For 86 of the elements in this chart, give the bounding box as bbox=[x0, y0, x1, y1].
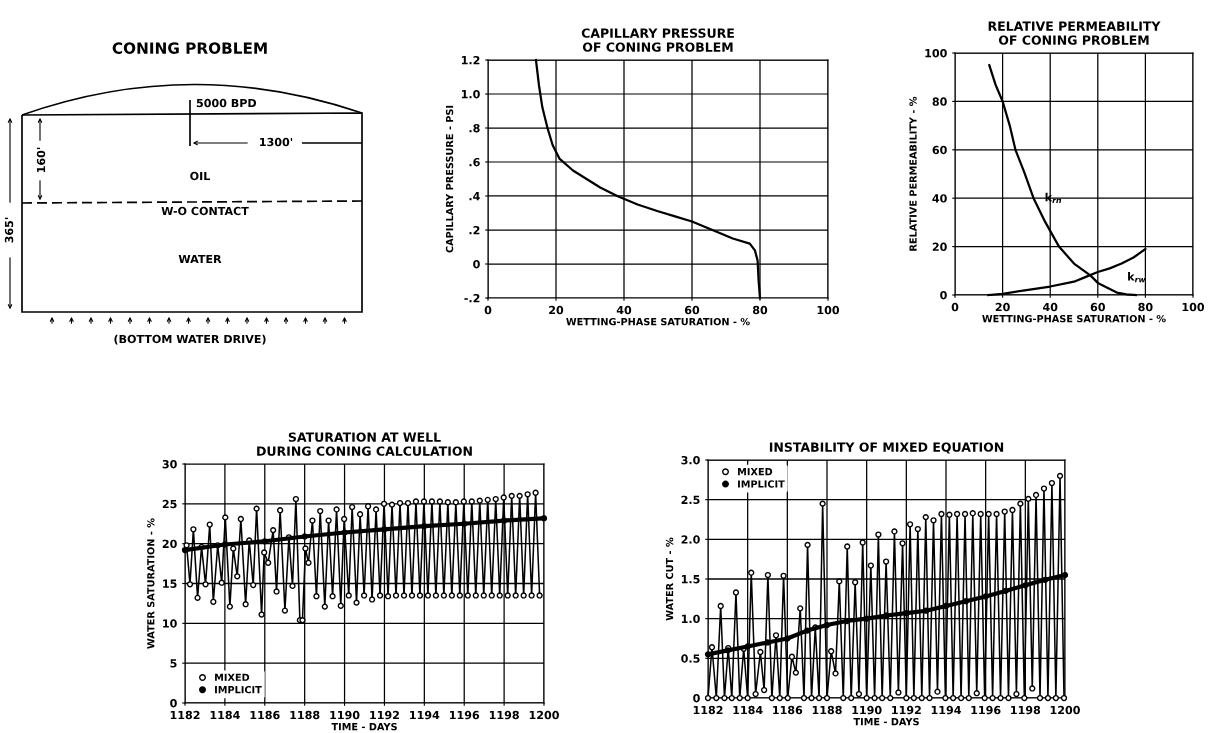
y-tick-label: 60 bbox=[932, 145, 947, 155]
x-axis-title: WETTING-PHASE SATURATION - % bbox=[982, 314, 1166, 323]
x-tick-label: 20 bbox=[995, 302, 1010, 312]
x-tick-label: 1182 bbox=[170, 710, 200, 720]
text: 1300' bbox=[260, 137, 293, 147]
text: CONING PROBLEM bbox=[112, 42, 267, 54]
x-tick-label: 1192 bbox=[370, 710, 399, 720]
series-label: k$_{rn}$ bbox=[1045, 192, 1062, 204]
x-tick-label: 20 bbox=[549, 305, 564, 315]
y-tick-label: 20 bbox=[932, 242, 947, 251]
y-tick-label: 0 bbox=[170, 698, 177, 708]
x-tick-label: 1198 bbox=[1011, 705, 1041, 715]
y-tick-label: 80 bbox=[932, 97, 947, 106]
x-tick-label: 1190 bbox=[852, 705, 882, 715]
legend-label: MIXED bbox=[215, 673, 250, 681]
y-tick-label: 0.5 bbox=[681, 654, 700, 663]
x-tick-label: 1188 bbox=[290, 710, 320, 720]
y-axis-title: RELATIVE PERMEABILITY - % bbox=[909, 96, 917, 251]
x-tick-label: 60 bbox=[1090, 302, 1105, 312]
y-tick-label: 0 bbox=[940, 290, 947, 300]
text: 365' bbox=[4, 217, 14, 243]
y-tick-label: 40 bbox=[932, 194, 947, 203]
y-tick-label: 0 bbox=[693, 693, 700, 703]
x-axis-title: WETTING-PHASE SATURATION - % bbox=[566, 317, 750, 326]
x-tick-label: 1182 bbox=[693, 705, 723, 715]
x-tick-label: 1188 bbox=[812, 705, 842, 715]
y-tick-label: 10 bbox=[163, 619, 177, 628]
x-tick-label: 100 bbox=[817, 305, 840, 315]
y-tick-label: 25 bbox=[162, 499, 177, 509]
y-tick-label: 1.0 bbox=[681, 614, 700, 624]
y-tick-label: 2.5 bbox=[681, 495, 700, 505]
x-tick-label: 1194 bbox=[410, 710, 440, 720]
y-axis-title: WATER CUT - % bbox=[665, 537, 674, 621]
chart-title: SATURATION AT WELL DURING CONING CALCULATION bbox=[257, 432, 472, 456]
y-tick-label: .4 bbox=[469, 192, 480, 201]
chart-title: RELATIVE PERMEABILITY OF CONING PROBLEM bbox=[988, 21, 1161, 45]
x-tick-label: 1196 bbox=[971, 705, 1001, 715]
x-tick-label: 0 bbox=[484, 305, 492, 315]
x-tick-label: 1200 bbox=[1050, 705, 1080, 715]
x-tick-label: 40 bbox=[1042, 302, 1058, 312]
legend-label: IMPLICIT bbox=[738, 480, 785, 488]
x-tick-label: 1186 bbox=[250, 710, 280, 720]
x-tick-label: 1184 bbox=[210, 710, 240, 720]
legend-label: IMPLICIT bbox=[215, 685, 262, 694]
y-tick-label: 100 bbox=[925, 48, 947, 58]
x-tick-label: 1200 bbox=[529, 710, 559, 720]
y-axis-title: CAPILLARY PRESSURE - PSI bbox=[445, 105, 454, 253]
text: WATER bbox=[178, 254, 222, 264]
text: OIL bbox=[190, 171, 211, 181]
y-tick-label: 2.0 bbox=[681, 535, 700, 544]
text: W-O CONTACT bbox=[161, 206, 249, 216]
x-tick-label: 1192 bbox=[892, 705, 921, 715]
x-tick-label: 1196 bbox=[450, 710, 480, 720]
y-tick-label: 1.2 bbox=[461, 55, 480, 65]
y-tick-label: 1.0 bbox=[461, 89, 480, 99]
y-tick-label: 5 bbox=[170, 659, 177, 668]
x-tick-label: 1184 bbox=[733, 705, 763, 715]
x-axis-title: TIME - DAYS bbox=[331, 722, 397, 731]
y-tick-label: .2 bbox=[469, 225, 480, 235]
y-axis-title: WATER SATURATION - % bbox=[147, 518, 155, 649]
x-tick-label: 1198 bbox=[489, 710, 519, 720]
y-tick-label: .8 bbox=[469, 123, 480, 133]
y-tick-label: 30 bbox=[162, 459, 177, 469]
x-tick-label: 0 bbox=[951, 302, 959, 312]
x-tick-label: 1194 bbox=[931, 705, 961, 715]
chart-title: CAPILLARY PRESSURE OF CONING PROBLEM bbox=[581, 28, 734, 52]
x-tick-label: 100 bbox=[1182, 302, 1205, 312]
series-label: k$_{rw}$ bbox=[1128, 272, 1146, 283]
y-tick-label: -.2 bbox=[464, 293, 480, 303]
text: 5000 BPD bbox=[196, 98, 257, 108]
y-tick-label: 0 bbox=[473, 259, 480, 269]
text: (BOTTOM WATER DRIVE) bbox=[114, 334, 266, 345]
legend-label: MIXED bbox=[738, 468, 773, 476]
y-tick-label: 1.5 bbox=[681, 575, 700, 584]
x-tick-label: 40 bbox=[616, 305, 632, 315]
x-tick-label: 80 bbox=[752, 305, 768, 315]
y-tick-label: .6 bbox=[469, 157, 480, 167]
y-tick-label: 20 bbox=[162, 539, 177, 549]
x-tick-label: 80 bbox=[1138, 302, 1153, 312]
x-tick-label: 1186 bbox=[773, 705, 803, 715]
x-tick-label: 1190 bbox=[330, 710, 360, 720]
y-tick-label: 15 bbox=[163, 579, 177, 588]
text: 160' bbox=[36, 147, 46, 173]
x-axis-title: TIME - DAYS bbox=[853, 717, 919, 726]
chart-title: INSTABILITY OF MIXED EQUATION bbox=[769, 442, 1004, 454]
y-tick-label: 3.0 bbox=[681, 455, 700, 465]
